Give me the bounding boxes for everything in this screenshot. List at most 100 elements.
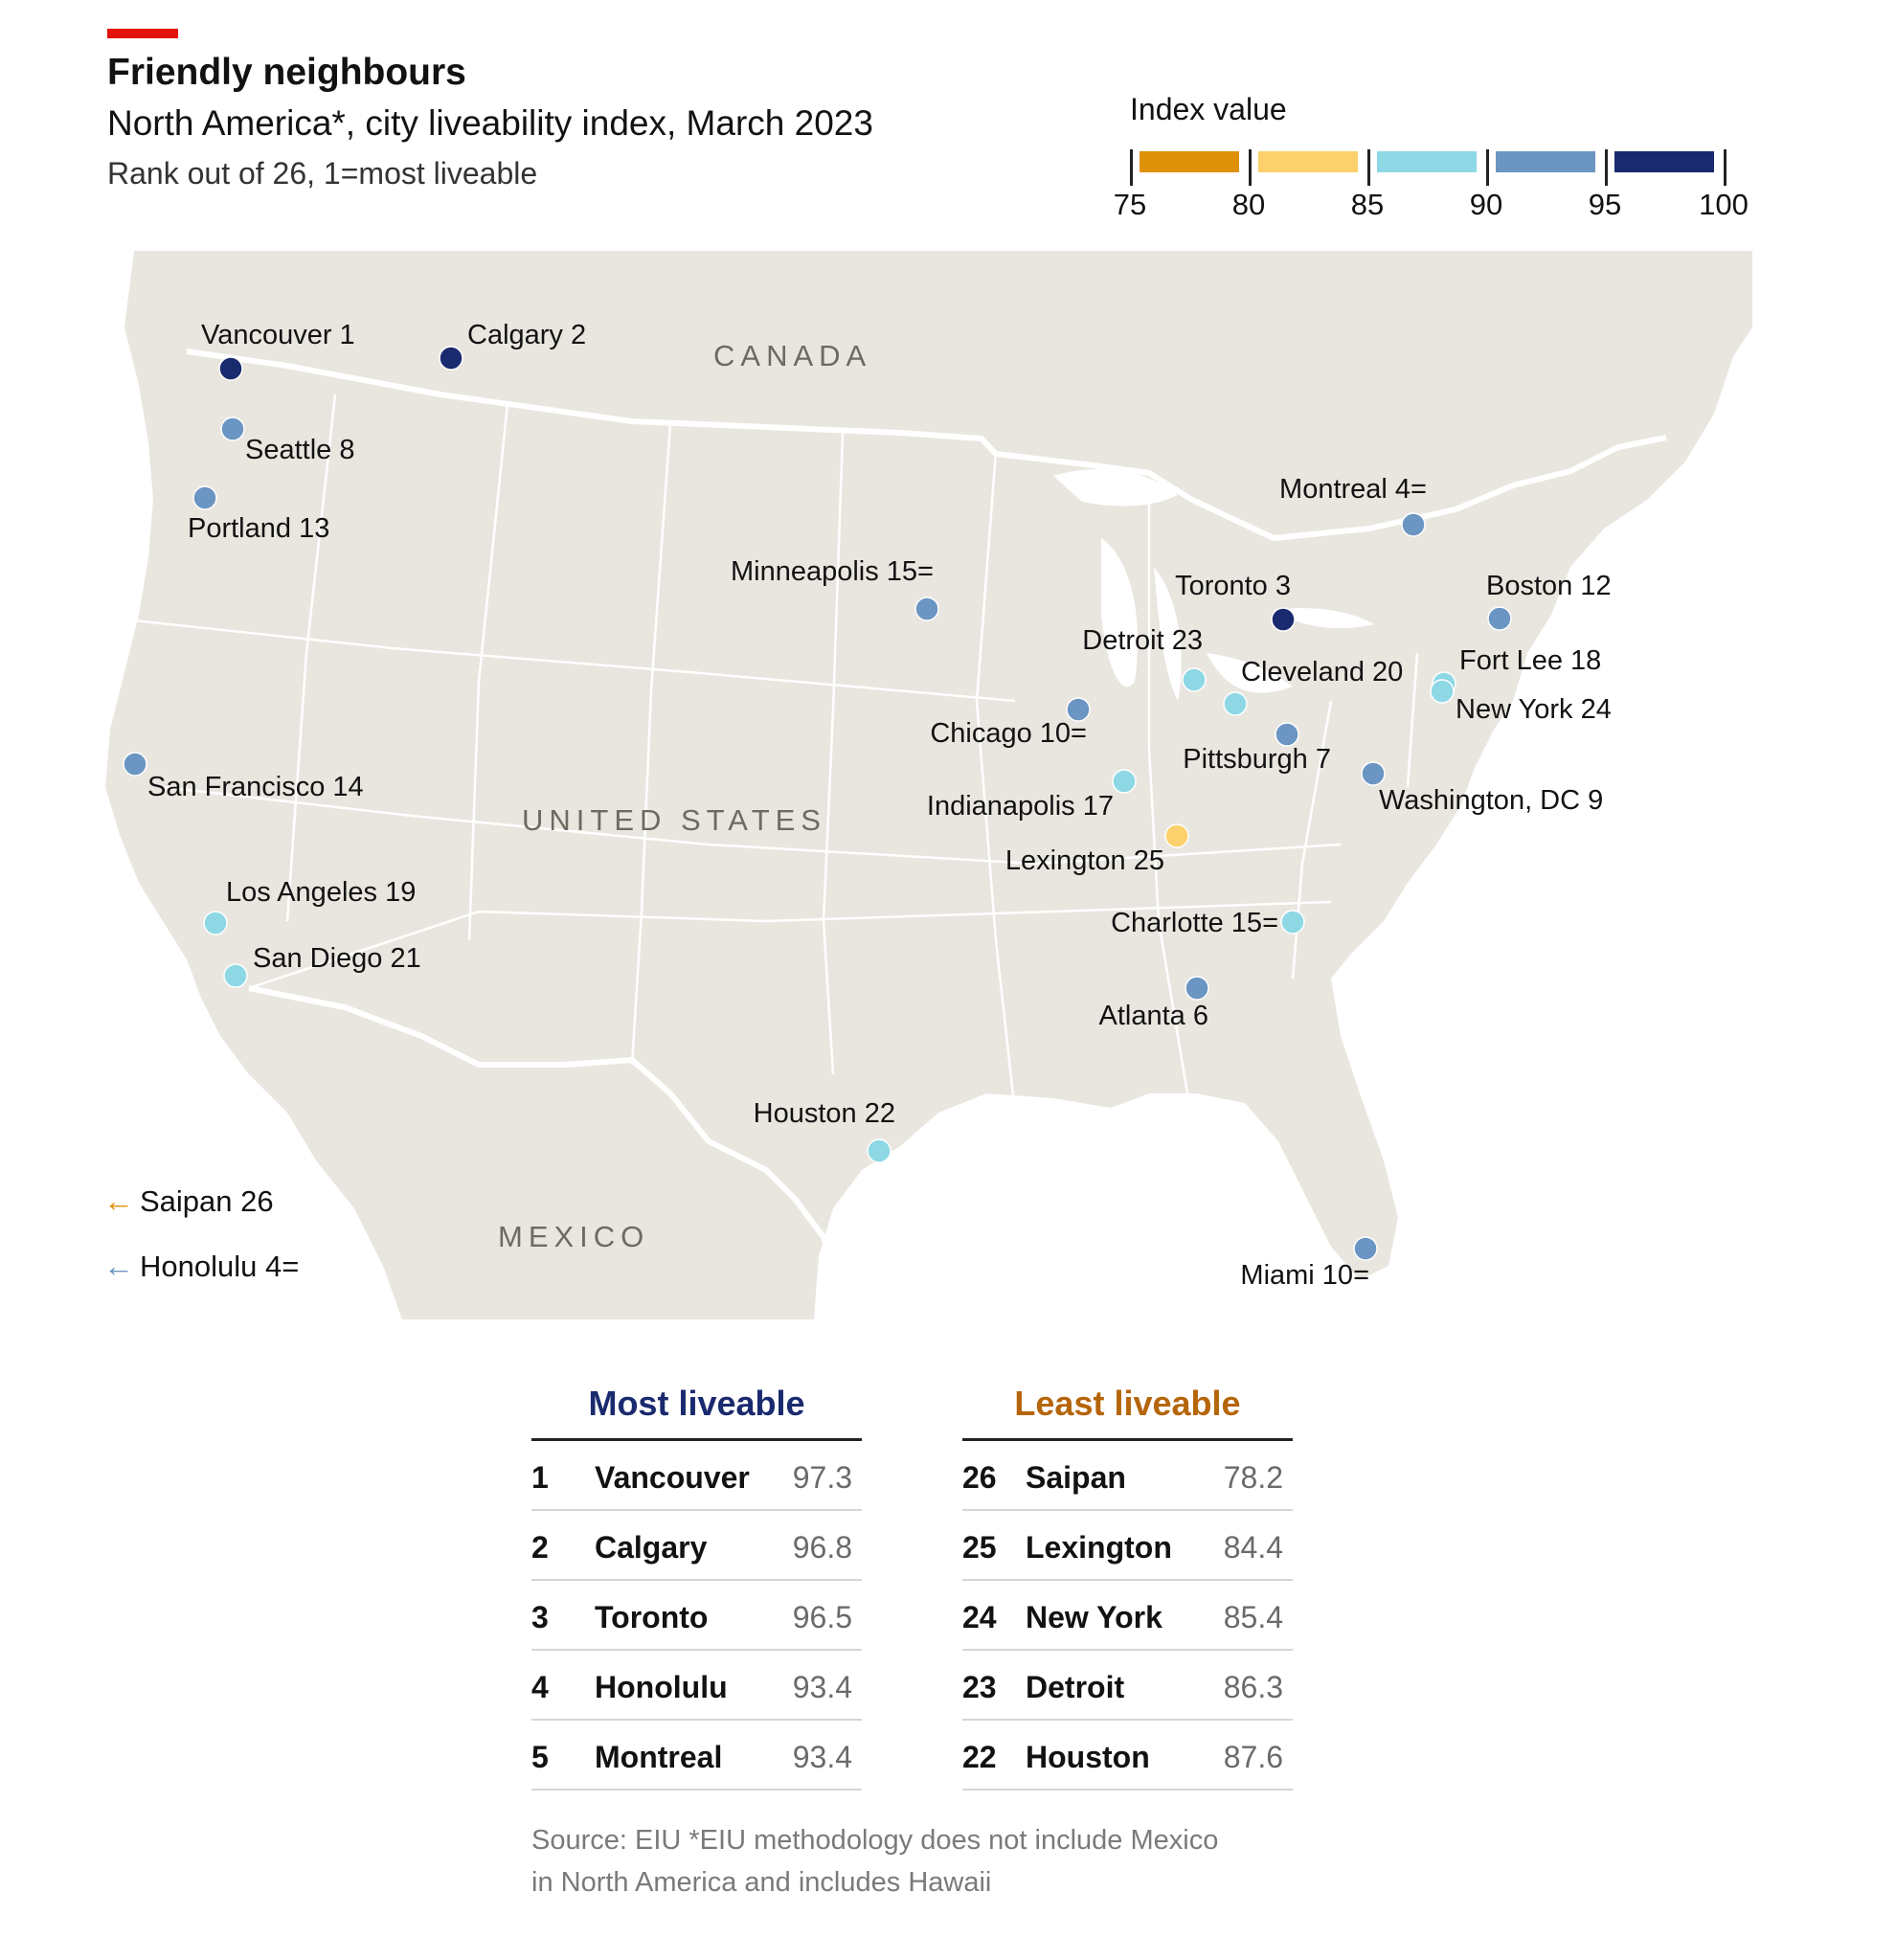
canada-us-border (186, 349, 1667, 542)
legend-swatch (1140, 151, 1239, 172)
legend-tick-label: 75 (1113, 188, 1147, 221)
city-label: Houston 22 (754, 1098, 895, 1129)
brand-red-bar (107, 29, 178, 38)
table-row: 5 Montreal 93.4 (531, 1721, 862, 1791)
city-label: Portland 13 (188, 513, 329, 544)
city-cell: Calgary (595, 1530, 708, 1565)
legend-tick-label: 80 (1231, 188, 1266, 221)
most-liveable-title: Most liveable (531, 1369, 862, 1441)
city-label: Los Angeles 19 (226, 877, 416, 908)
city-marker (1430, 679, 1455, 704)
value-cell: 93.4 (792, 1670, 852, 1704)
rank-cell: 25 (962, 1530, 997, 1565)
city-label: Vancouver 1 (201, 320, 355, 350)
city-label: San Diego 21 (253, 943, 421, 974)
city-cell: Detroit (1026, 1670, 1125, 1704)
table-row: 1 Vancouver 97.3 (531, 1441, 862, 1511)
rank-cell: 1 (531, 1460, 549, 1495)
city-marker (218, 356, 243, 381)
city-label: Lexington 25 (1005, 845, 1164, 876)
table-row: 22 Houston 87.6 (962, 1721, 1293, 1791)
city-label: San Francisco 14 (147, 772, 364, 802)
table-row: 3 Toronto 96.5 (531, 1581, 862, 1651)
city-label: Fort Lee 18 (1459, 645, 1601, 676)
table-row: 23 Detroit 86.3 (962, 1651, 1293, 1721)
legend-swatch (1614, 151, 1714, 172)
city-marker (1223, 691, 1248, 716)
city-label: Detroit 23 (1082, 625, 1203, 656)
left-arrow-icon: ← (103, 1183, 134, 1218)
legend-tick-label: 90 (1469, 188, 1503, 221)
city-label: Indianapolis 17 (927, 791, 1114, 822)
city-label: Calgary 2 (467, 320, 586, 350)
rank-cell: 23 (962, 1670, 997, 1704)
city-cell: New York (1026, 1600, 1162, 1634)
country-label: UNITED STATES (522, 803, 826, 837)
land-mass (105, 251, 1752, 1319)
city-label: Montreal 4= (1279, 474, 1427, 505)
city-marker (1271, 607, 1296, 632)
city-label: New York 24 (1456, 694, 1612, 725)
city-cell: Honolulu (595, 1670, 728, 1704)
rank-cell: 2 (531, 1530, 549, 1565)
offmap-saipan: ← Saipan 26 (103, 1183, 274, 1219)
city-label: Miami 10= (1240, 1260, 1369, 1291)
legend-swatch (1496, 151, 1595, 172)
value-cell: 93.4 (792, 1740, 852, 1774)
legend-tick (1367, 149, 1370, 186)
source-line-2: in North America and includes Hawaii (531, 1867, 992, 1898)
table-row: 25 Lexington 84.4 (962, 1511, 1293, 1581)
rank-cell: 3 (531, 1600, 549, 1634)
legend-tick-label: 100 (1699, 188, 1749, 221)
city-label: Pittsburgh 7 (1183, 744, 1331, 775)
city-label: Washington, DC 9 (1379, 785, 1603, 816)
city-cell: Toronto (595, 1600, 709, 1634)
rank-cell: 5 (531, 1740, 549, 1774)
city-marker (439, 346, 463, 371)
state-lines (124, 394, 1419, 1114)
city-marker (1280, 910, 1305, 935)
value-cell: 87.6 (1223, 1740, 1283, 1774)
city-label: Cleveland 20 (1241, 657, 1403, 687)
city-marker (1275, 722, 1299, 747)
city-marker (1164, 823, 1189, 848)
legend-tick (1486, 149, 1489, 186)
legend-swatch (1258, 151, 1358, 172)
legend-title: Index value (1130, 92, 1287, 126)
country-label: CANADA (713, 339, 871, 372)
city-cell: Lexington (1026, 1530, 1172, 1565)
table-row: 4 Honolulu 93.4 (531, 1651, 862, 1721)
rank-cell: 26 (962, 1460, 997, 1495)
legend-tick (1724, 149, 1727, 186)
city-label: Minneapolis 15= (731, 556, 934, 587)
chart-note: Rank out of 26, 1=most liveable (107, 156, 538, 191)
city-label: Boston 12 (1486, 571, 1612, 601)
table-row: 26 Saipan 78.2 (962, 1441, 1293, 1511)
country-labels: CANADA UNITED STATES MEXICO (498, 339, 871, 1253)
city-marker (1066, 697, 1091, 722)
city-marker (1185, 976, 1209, 1001)
least-liveable-table: Least liveable 26 Saipan 78.2 25 Lexington 84… (962, 1369, 1293, 1791)
table-row: 2 Calgary 96.8 (531, 1511, 862, 1581)
value-cell: 85.4 (1223, 1600, 1283, 1634)
legend-tick-label: 95 (1588, 188, 1622, 221)
value-cell: 84.4 (1223, 1530, 1283, 1565)
city-label: Charlotte 15= (1111, 908, 1278, 938)
rank-cell: 4 (531, 1670, 549, 1704)
city-cell: Vancouver (595, 1460, 750, 1495)
city-marker (1361, 761, 1386, 786)
value-cell: 97.3 (792, 1460, 852, 1495)
value-cell: 78.2 (1223, 1460, 1283, 1495)
city-label: Atlanta 6 (1099, 1001, 1208, 1031)
country-label: MEXICO (498, 1220, 649, 1253)
offmap-label: Honolulu 4= (140, 1250, 300, 1283)
value-cell: 96.8 (792, 1530, 852, 1565)
source-note: Source: EIU *EIU methodology does not in… (531, 1819, 1218, 1904)
legend-tick (1249, 149, 1252, 186)
city-marker (203, 911, 228, 935)
rank-cell: 24 (962, 1600, 997, 1634)
value-cell: 96.5 (792, 1600, 852, 1634)
map-svg: CANADA UNITED STATES MEXICO Vancouver 1 Cal… (105, 251, 1752, 1319)
city-marker (1182, 667, 1207, 692)
city-label: Seattle 8 (245, 435, 354, 465)
